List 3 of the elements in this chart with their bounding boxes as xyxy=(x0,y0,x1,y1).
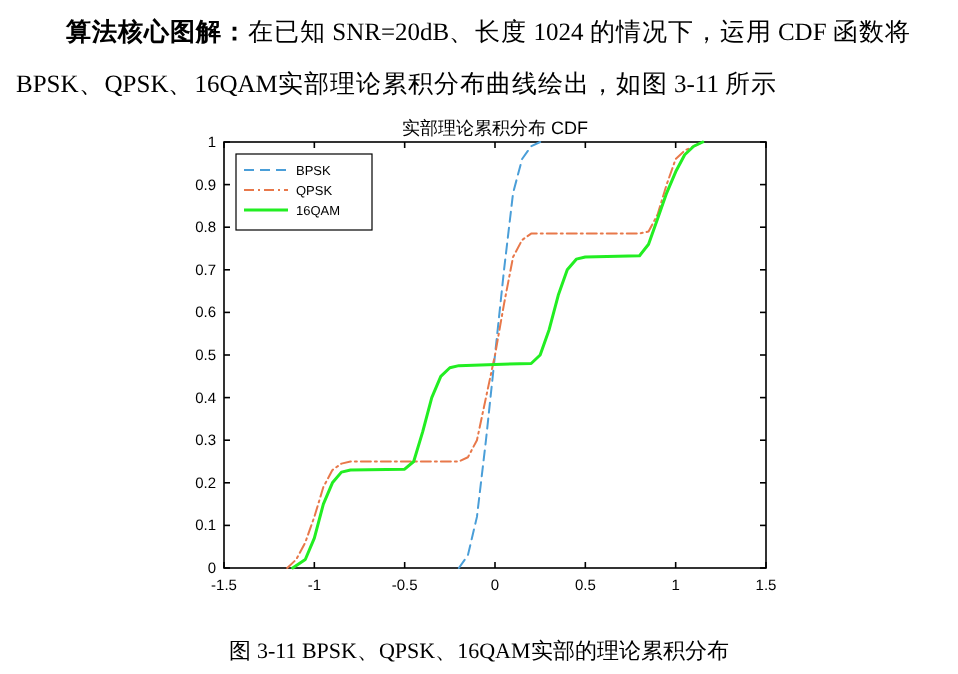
annotation: 图 3-11 BPSK、QPSK、16QAM实部的理论累积分布 xyxy=(227,637,731,666)
chart-title: 实部理论累积分布 CDF xyxy=(402,118,589,138)
annotation: 算法核心图解：在已知 SNR=20dB、长度 1024 的情况下，运用 CDF 函数将 BPSK、QPSK、16QAM实部理论累积分布曲线绘出，如图 3-11 所示 xyxy=(16,16,913,102)
